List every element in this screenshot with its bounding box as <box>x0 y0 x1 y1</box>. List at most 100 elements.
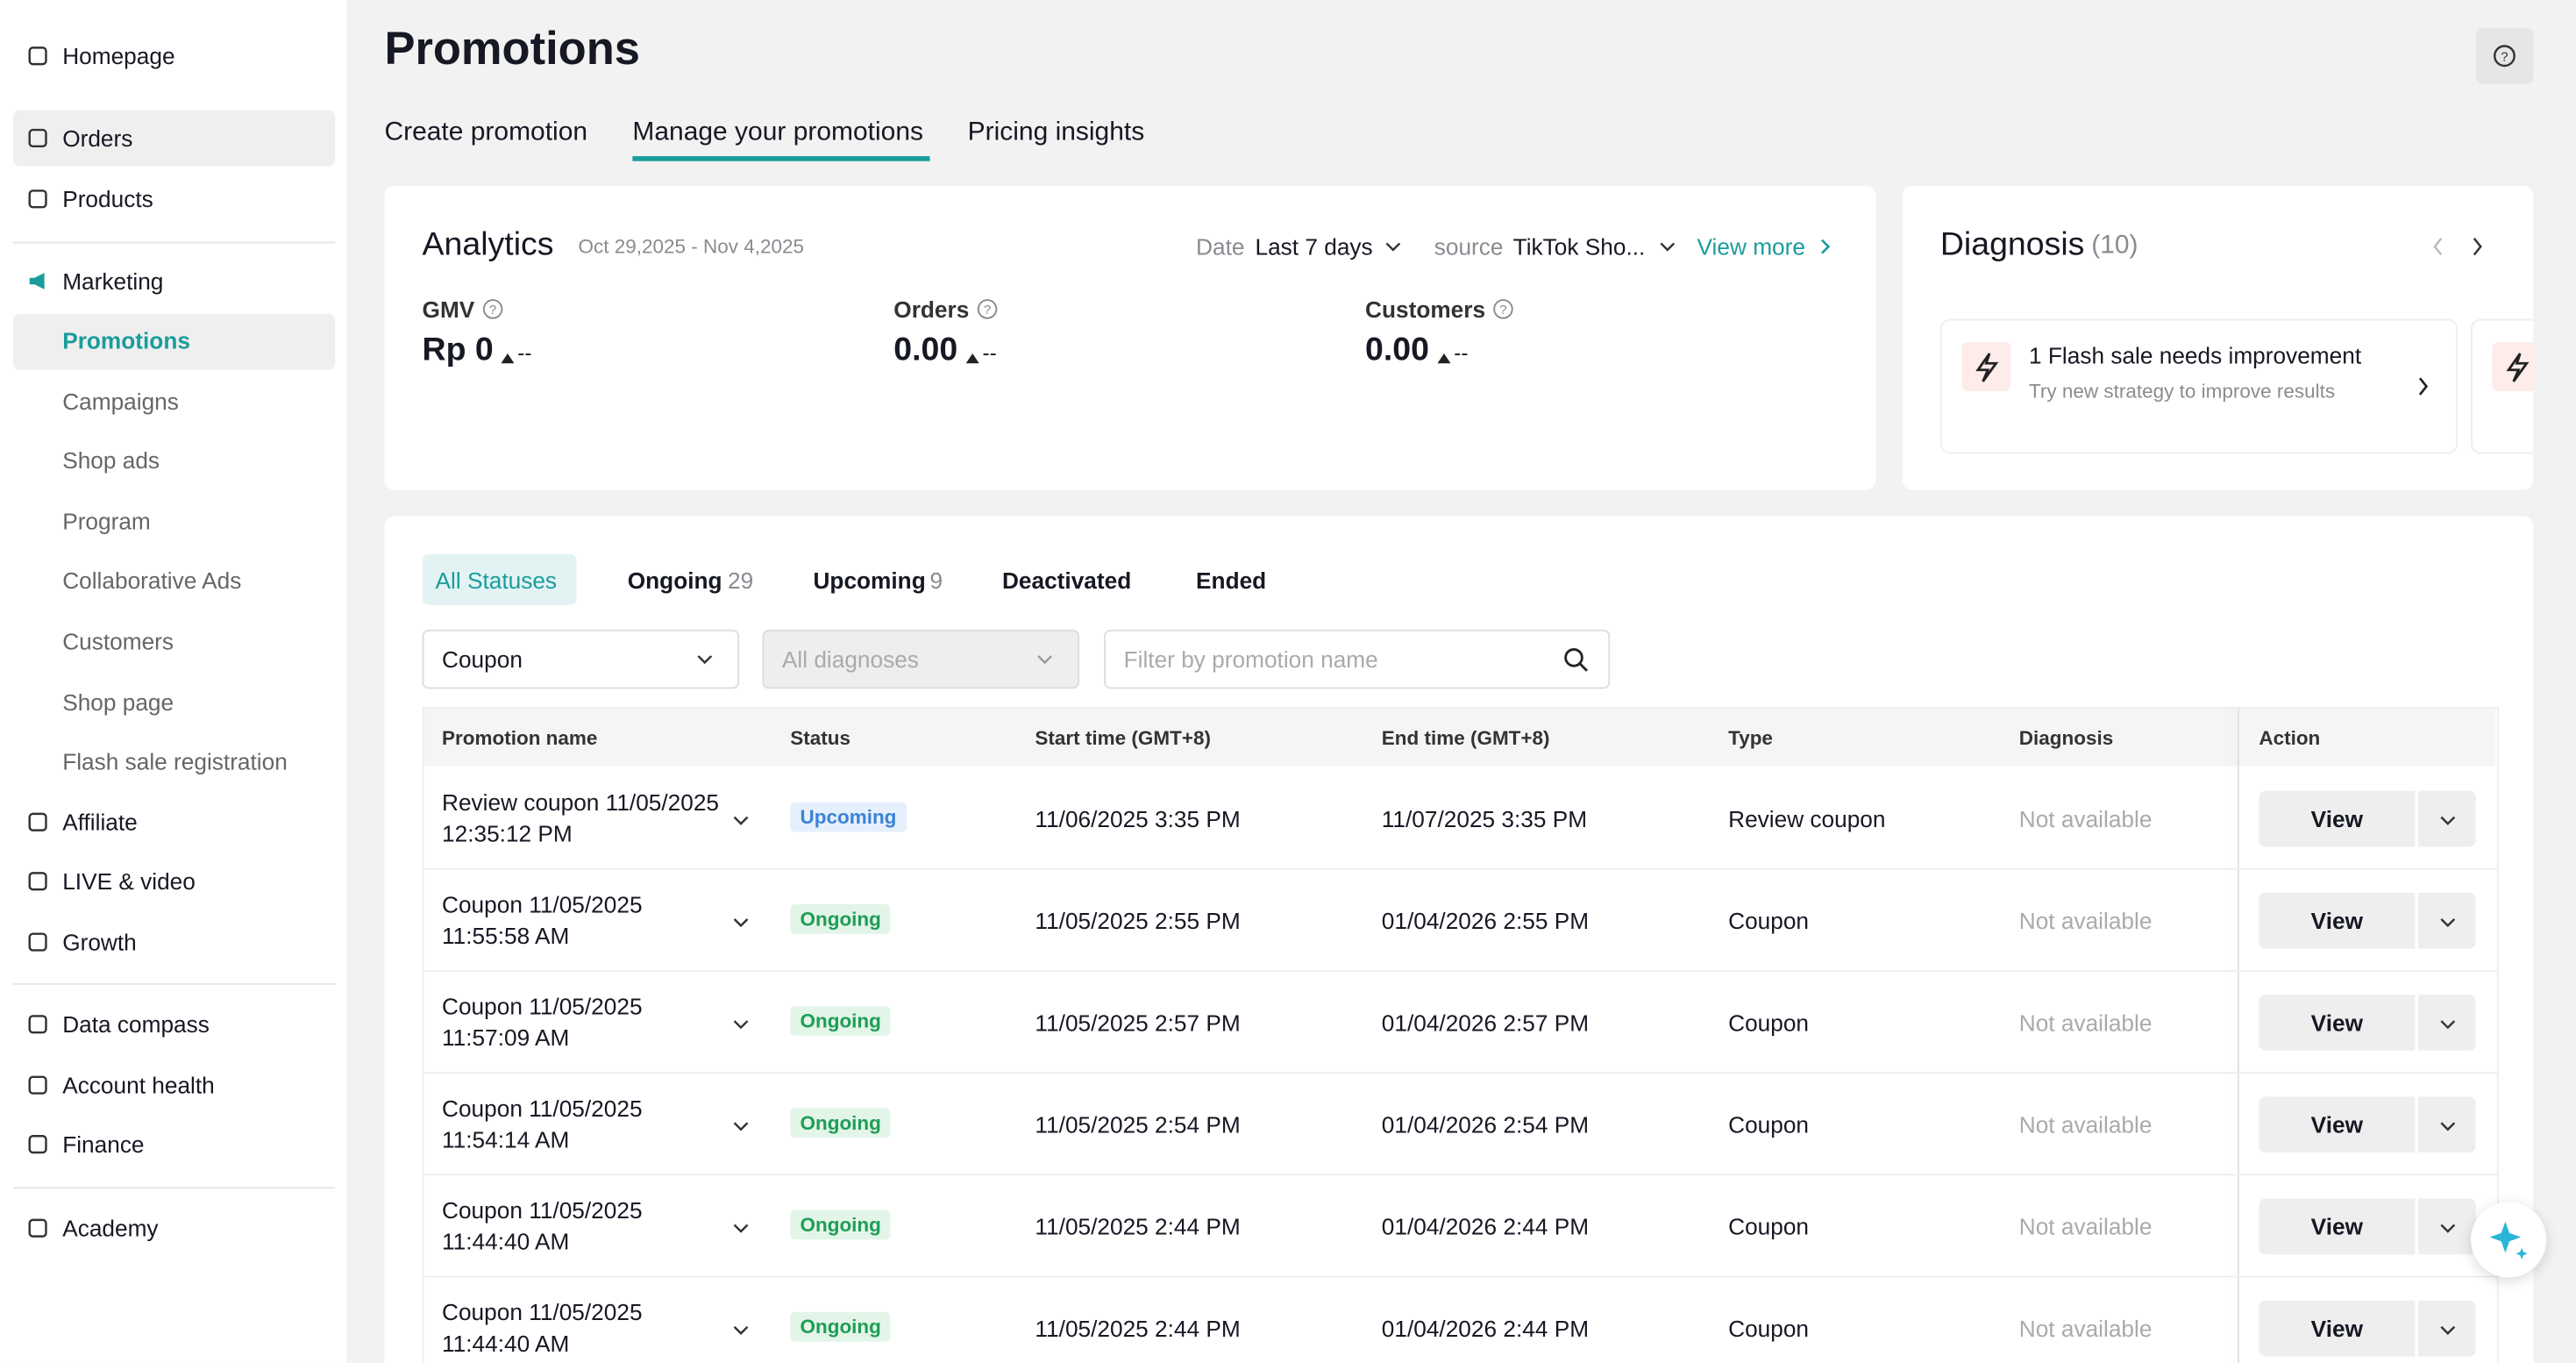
source-select[interactable]: TikTok Sho... <box>1512 233 1646 260</box>
view-button[interactable]: View <box>2259 1096 2416 1153</box>
more-icon-svg <box>2440 917 2456 928</box>
nav-item[interactable]: Shop ads <box>62 446 160 474</box>
nav-item[interactable]: Customers <box>62 628 174 655</box>
status-tab[interactable]: All Statuses <box>435 567 558 594</box>
cell: Not available <box>2018 1111 2153 1138</box>
view-button[interactable]: View <box>2259 1198 2416 1255</box>
search-input[interactable]: Filter by promotion name <box>1104 629 1611 689</box>
assistant-button[interactable] <box>2471 1202 2547 1278</box>
cell: Coupon <box>1728 907 1810 934</box>
view-button[interactable]: View <box>2259 892 2416 949</box>
nav-item[interactable]: Data compass <box>62 1010 210 1038</box>
info-icon: ? <box>481 297 504 329</box>
status-tab[interactable]: Ongoing <box>627 567 722 594</box>
info-icon-svg: ? <box>977 299 998 319</box>
metric-value: 0.00 <box>893 332 958 368</box>
cell: 11/05/2025 2:57 PM <box>1035 1009 1241 1036</box>
promotion-name: Review coupon 11/05/2025 12:35:12 PM <box>442 789 720 847</box>
chevron <box>1660 242 1676 252</box>
promotion-name: Coupon 11/05/2025 11:54:14 AM <box>442 1095 643 1153</box>
status-badge: Ongoing <box>790 903 892 934</box>
nav-item[interactable]: Program <box>62 508 151 535</box>
more-button[interactable] <box>2418 1198 2476 1255</box>
status-tab[interactable]: Ended <box>1196 567 1267 594</box>
metric-value: Rp 0 <box>422 332 494 368</box>
more-icon <box>2438 1217 2458 1246</box>
help-button[interactable]: ? <box>2475 27 2534 84</box>
nav-icon <box>26 269 49 301</box>
cell: 11/05/2025 2:44 PM <box>1035 1315 1241 1342</box>
nav-item[interactable]: LIVE & video <box>62 867 196 895</box>
active-item-bg <box>12 314 336 370</box>
help-icon: ? <box>2493 45 2516 68</box>
separator <box>12 1187 336 1189</box>
cell: Not available <box>2018 1009 2153 1036</box>
cell: Not available <box>2018 1315 2153 1342</box>
nav-item[interactable]: Campaigns <box>62 388 179 415</box>
diagnosis-item[interactable]: 1 Flash sale needs improvement Try new s… <box>1939 318 2459 454</box>
separator <box>12 241 336 244</box>
chevron <box>697 655 713 665</box>
status-badge: Ongoing <box>790 1108 892 1138</box>
date-label: Date <box>1196 233 1245 260</box>
cell: Review coupon <box>1728 805 1886 832</box>
type-select[interactable]: Coupon <box>422 629 740 689</box>
flash-icon <box>2492 341 2534 392</box>
nav-item[interactable]: Affiliate <box>62 809 138 836</box>
more-button[interactable] <box>2418 995 2476 1051</box>
search-icon <box>1564 648 1588 672</box>
nav-item[interactable]: Homepage <box>62 42 175 69</box>
more-icon <box>2438 1013 2458 1043</box>
nav-item[interactable]: Academy <box>62 1215 159 1242</box>
diagnosis-select[interactable]: All diagnoses <box>762 629 1080 689</box>
flash-icon <box>1961 341 2011 392</box>
nav-item[interactable]: Shop page <box>62 689 174 716</box>
view-more-link[interactable]: View more <box>1697 233 1805 260</box>
promotion-name: Coupon 11/05/2025 11:44:40 AM <box>442 1298 643 1357</box>
more-button[interactable] <box>2418 1300 2476 1357</box>
column-header: End time (GMT+8) <box>1381 726 1550 750</box>
cell: Not available <box>2018 805 2153 832</box>
status-badge: Ongoing <box>790 1311 892 1342</box>
nav-item[interactable]: Products <box>62 185 153 212</box>
status-badge: Ongoing <box>790 1210 892 1240</box>
nav-item[interactable]: Promotions <box>62 327 190 354</box>
view-button[interactable]: View <box>2259 1300 2416 1357</box>
tab[interactable]: Manage your promotions <box>632 118 923 146</box>
nav-item[interactable]: Account health <box>62 1072 215 1099</box>
status-tab[interactable]: Deactivated <box>1001 567 1132 594</box>
view-button[interactable]: View <box>2259 790 2416 847</box>
promotion-name: Coupon 11/05/2025 11:55:58 AM <box>442 890 643 949</box>
tab[interactable]: Pricing insights <box>967 118 1145 146</box>
nav-icon <box>26 188 49 219</box>
more-button[interactable] <box>2418 1096 2476 1153</box>
nav-item[interactable]: Collaborative Ads <box>62 567 242 594</box>
metric-change: -- <box>1454 340 1469 366</box>
separator <box>12 982 336 985</box>
nav-icon <box>26 1074 49 1105</box>
expand-icon-svg <box>733 1020 749 1030</box>
nav-item[interactable]: Finance <box>62 1131 145 1158</box>
carousel-arrows[interactable] <box>2428 235 2494 258</box>
nav-item[interactable]: Flash sale registration <box>62 747 288 774</box>
row-divider <box>423 867 2498 870</box>
tab[interactable]: Create promotion <box>384 118 588 146</box>
view-button[interactable]: View <box>2259 995 2416 1051</box>
status-count: 9 <box>929 567 943 594</box>
svg-text:?: ? <box>984 303 991 318</box>
info-icon: ? <box>1491 297 1514 329</box>
status-tab[interactable]: Upcoming <box>813 567 926 594</box>
more-icon <box>2438 910 2458 940</box>
source-label: source <box>1434 233 1504 260</box>
expand-icon-svg <box>733 816 749 825</box>
nav-item[interactable]: Growth <box>62 929 137 956</box>
nav-item[interactable]: Marketing <box>62 268 164 295</box>
cell: 11/05/2025 2:55 PM <box>1035 907 1241 934</box>
nav-item[interactable]: Orders <box>62 125 133 152</box>
cell: 01/04/2026 2:55 PM <box>1381 907 1590 934</box>
date-select[interactable]: Last 7 days <box>1255 233 1373 260</box>
nav-icon-svg <box>28 1015 47 1034</box>
more-button[interactable] <box>2418 790 2476 847</box>
more-button[interactable] <box>2418 892 2476 949</box>
nav-icon-svg <box>28 872 47 891</box>
